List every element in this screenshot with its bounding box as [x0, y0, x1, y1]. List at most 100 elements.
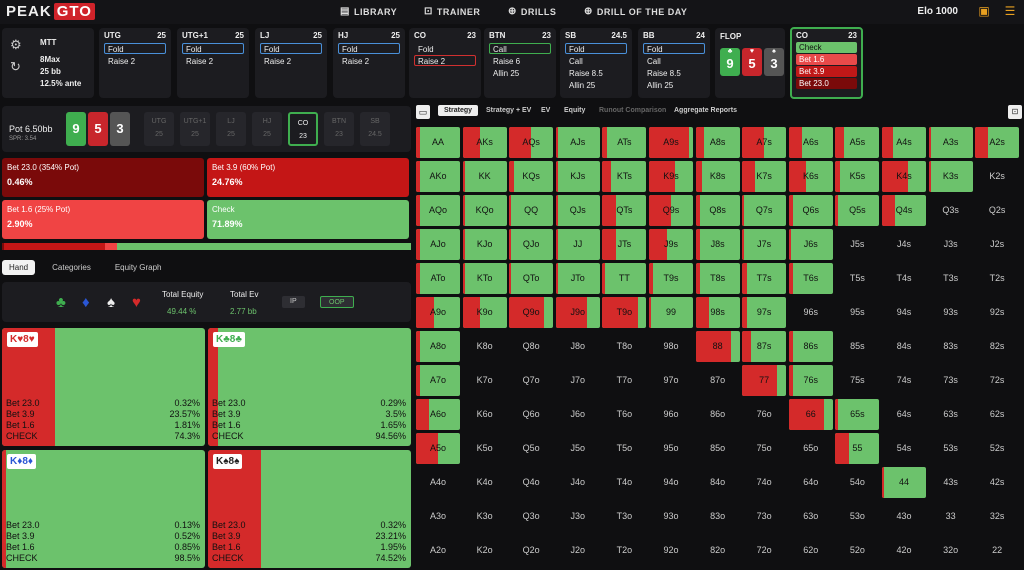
hand-cell[interactable]: J6s [788, 229, 833, 260]
bet-option[interactable]: Bet 23.0 (354% Pot) 0.46% [2, 158, 204, 197]
hand-cell[interactable]: K7o [463, 365, 507, 396]
bet-option[interactable]: Bet 1.6 (25% Pot) 2.90% [2, 200, 204, 239]
toolbar-tab[interactable]: Strategy [438, 105, 479, 116]
action-raise-2[interactable]: Raise 2 [414, 55, 476, 66]
hand-cell[interactable]: 85s [835, 331, 879, 362]
hand-cell[interactable]: Q2s [975, 195, 1019, 226]
hand-cell[interactable]: JTo [555, 263, 600, 294]
hand-cell[interactable]: Q7s [742, 195, 787, 226]
hand-cell[interactable]: Q2o [509, 535, 553, 566]
hand-cell[interactable]: TT [602, 263, 647, 294]
hand-cell[interactable]: 82s [975, 331, 1019, 362]
hand-cell[interactable]: J3o [556, 501, 600, 532]
action-raise-2[interactable]: Raise 2 [186, 57, 214, 66]
hand-cell[interactable]: A8s [695, 127, 740, 158]
hand-cell[interactable]: T9o [602, 297, 647, 328]
action-allin-25[interactable]: Allin 25 [647, 81, 674, 90]
hand-cell[interactable]: J4s [882, 229, 926, 260]
hand-cell[interactable]: K8s [695, 161, 740, 192]
toolbar-tab[interactable]: EV [541, 107, 551, 114]
position-btn[interactable]: BTN 23 Call Raise 6 Allin 25 [484, 28, 556, 98]
position-utg[interactable]: UTG 25 Fold Raise 2 [99, 28, 171, 98]
hand-cell[interactable]: 98o [649, 331, 693, 362]
position-co[interactable]: CO 23 Fold Raise 2 [409, 28, 481, 98]
hand-cell[interactable]: J9o [555, 297, 600, 328]
hand-cell[interactable]: A6s [788, 127, 833, 158]
hand-cell[interactable]: Q9o [509, 297, 554, 328]
seat-lj[interactable]: LJ 25 [216, 112, 246, 146]
hand-cell[interactable]: ATs [602, 127, 647, 158]
position-bb[interactable]: BB 24 Fold Call Raise 8.5 Allin 25 [638, 28, 710, 98]
hand-cell[interactable]: T3o [602, 501, 646, 532]
hand-cell[interactable]: AJs [555, 127, 600, 158]
hand-cell[interactable]: 66 [788, 399, 833, 430]
hand-cell[interactable]: J2s [975, 229, 1019, 260]
hand-cell[interactable]: 65s [835, 399, 880, 430]
tab-categories[interactable]: Categories [52, 262, 91, 272]
hand-cell[interactable]: 76s [788, 365, 833, 396]
nav-drills[interactable]: ⊕ DRILLS [508, 6, 556, 17]
hand-cell[interactable]: Q7o [509, 365, 553, 396]
hand-cell[interactable]: J5o [556, 433, 600, 464]
hand-cell[interactable]: QTo [509, 263, 554, 294]
hand-cell[interactable]: 53o [835, 501, 879, 532]
hand-cell[interactable]: 33 [929, 501, 973, 532]
spade-icon[interactable]: ♠ [107, 294, 115, 311]
hand-cell[interactable]: KK [462, 161, 507, 192]
hand-cell[interactable]: 43s [929, 467, 973, 498]
hand-cell[interactable]: 77 [742, 365, 787, 396]
hand-cell[interactable]: T7s [742, 263, 787, 294]
hand-cell[interactable]: A7s [742, 127, 787, 158]
controller-icon[interactable]: ⊡ [1008, 105, 1022, 119]
position-lj[interactable]: LJ 25 Fold Raise 2 [255, 28, 327, 98]
hand-cell[interactable]: 64s [882, 399, 926, 430]
hand-cell[interactable]: Q4s [882, 195, 926, 226]
hand-cell[interactable]: A8o [416, 331, 460, 362]
hand-cell[interactable]: JJ [555, 229, 600, 260]
hand-cell[interactable]: 94s [882, 297, 926, 328]
nav-trainer[interactable]: ⊡ TRAINER [424, 6, 480, 17]
seat-utgplus1[interactable]: UTG+1 25 [180, 112, 210, 146]
hand-cell[interactable]: 94o [649, 467, 693, 498]
action-raise-2[interactable]: Raise 2 [264, 57, 292, 66]
seat-co[interactable]: CO 23 [288, 112, 318, 146]
hand-cell[interactable]: Q6s [788, 195, 833, 226]
hand-cell[interactable]: 75o [742, 433, 786, 464]
hand-cell[interactable]: 43o [882, 501, 926, 532]
action-raise-6[interactable]: Raise 6 [493, 57, 521, 66]
hand-cell[interactable]: KJs [555, 161, 600, 192]
hand-cell[interactable]: K6o [463, 399, 507, 430]
hand-cell[interactable]: K5s [835, 161, 880, 192]
hand-cell[interactable]: Q9s [649, 195, 693, 226]
hand-cell[interactable]: A6o [416, 399, 460, 430]
hand-cell[interactable]: J7o [556, 365, 600, 396]
hand-cell[interactable]: T4s [882, 263, 926, 294]
toolbar-tab[interactable]: Strategy + EV [486, 107, 532, 114]
hand-cell[interactable]: 72o [742, 535, 786, 566]
position-hj[interactable]: HJ 25 Fold Raise 2 [333, 28, 405, 98]
diamond-icon[interactable]: ♦ [82, 294, 90, 311]
hand-cell[interactable]: 96o [649, 399, 693, 430]
club-icon[interactable]: ♣ [56, 294, 66, 311]
hand-cell[interactable]: J9s [649, 229, 693, 260]
action-check[interactable]: Check [796, 42, 857, 53]
hand-cell[interactable]: QTs [602, 195, 647, 226]
hand-cell[interactable]: 53s [929, 433, 973, 464]
action-call[interactable]: Call [647, 57, 661, 66]
hand-cell[interactable]: KTs [602, 161, 647, 192]
hand-cell[interactable]: 44 [882, 467, 926, 498]
hand-cell[interactable]: Q8o [509, 331, 553, 362]
action-call[interactable]: Call [489, 43, 551, 54]
hand-cell[interactable]: QJs [555, 195, 600, 226]
hand-cell[interactable]: K9o [462, 297, 507, 328]
hand-cell[interactable]: T2o [602, 535, 646, 566]
hand-cell[interactable]: AKs [462, 127, 507, 158]
hand-cell[interactable]: J6o [556, 399, 600, 430]
hand-cell[interactable]: 42s [975, 467, 1019, 498]
hand-cell[interactable]: 83o [696, 501, 740, 532]
tab-hand[interactable]: Hand [2, 259, 36, 275]
hand-cell[interactable]: J7s [742, 229, 787, 260]
hand-cell[interactable]: T2s [975, 263, 1019, 294]
hand-cell[interactable]: 83s [929, 331, 973, 362]
hand-cell[interactable]: J5s [835, 229, 879, 260]
